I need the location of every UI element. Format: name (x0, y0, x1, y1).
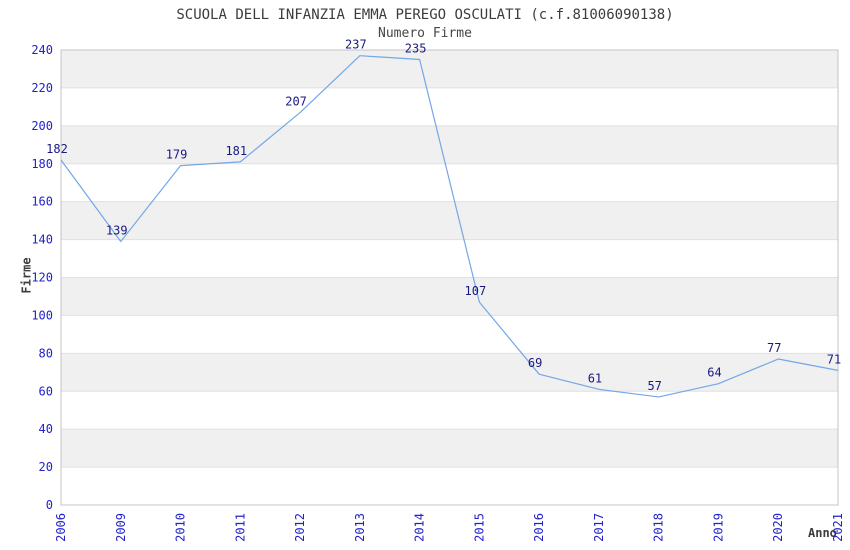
data-label: 237 (345, 38, 367, 52)
plot-band (61, 353, 838, 392)
data-label: 71 (827, 352, 841, 366)
y-tick-label: 60 (39, 384, 53, 398)
y-tick-label: 0 (46, 498, 53, 512)
y-tick-label: 120 (31, 271, 53, 285)
y-tick-label: 160 (31, 195, 53, 209)
chart-subtitle: Numero Firme (378, 26, 472, 41)
data-label: 77 (767, 341, 781, 355)
x-tick-label: 2017 (592, 513, 606, 542)
y-tick-label: 200 (31, 119, 53, 133)
plot-band (61, 429, 838, 468)
data-label: 57 (647, 379, 661, 393)
plot-band (61, 277, 838, 316)
y-tick-label: 20 (39, 460, 53, 474)
y-tick-label: 80 (39, 346, 53, 360)
plot-band (61, 201, 838, 240)
x-tick-label: 2020 (771, 513, 785, 542)
plot-band (61, 467, 838, 505)
x-axis-title: Anno (808, 526, 837, 540)
data-label: 181 (225, 144, 247, 158)
plot-band (61, 87, 838, 126)
data-label: 107 (465, 284, 487, 298)
plot-band (61, 315, 838, 354)
data-label: 139 (106, 223, 128, 237)
x-tick-label: 2015 (472, 513, 486, 542)
data-label: 64 (707, 366, 721, 380)
data-label: 207 (285, 95, 307, 109)
data-label: 179 (166, 148, 188, 162)
plot-band (61, 50, 838, 88)
y-tick-label: 140 (31, 233, 53, 247)
x-tick-label: 2019 (711, 513, 725, 542)
data-label: 235 (405, 41, 427, 55)
y-tick-label: 100 (31, 308, 53, 322)
plot-band (61, 125, 838, 164)
series-line (60, 55, 839, 398)
x-tick-label: 2011 (233, 513, 247, 542)
x-tick-label: 2021 (831, 513, 845, 542)
plot-border (60, 49, 839, 506)
x-tick-label: 2016 (532, 513, 546, 542)
data-label: 61 (588, 371, 602, 385)
x-tick-label: 2009 (114, 513, 128, 542)
x-tick-label: 2012 (293, 513, 307, 542)
x-tick-label: 2014 (413, 513, 427, 542)
data-label: 182 (46, 142, 68, 156)
y-tick-label: 240 (31, 43, 53, 57)
y-tick-label: 40 (39, 422, 53, 436)
data-label: 69 (528, 356, 542, 370)
chart-title: SCUOLA DELL INFANZIA EMMA PEREGO OSCULAT… (176, 7, 674, 23)
x-tick-label: 2006 (54, 513, 68, 542)
y-tick-label: 180 (31, 157, 53, 171)
x-tick-label: 2013 (353, 513, 367, 542)
x-tick-label: 2018 (652, 513, 666, 542)
y-tick-label: 220 (31, 81, 53, 95)
x-tick-label: 2010 (174, 513, 188, 542)
plot-band (61, 391, 838, 430)
plot-band (61, 239, 838, 278)
